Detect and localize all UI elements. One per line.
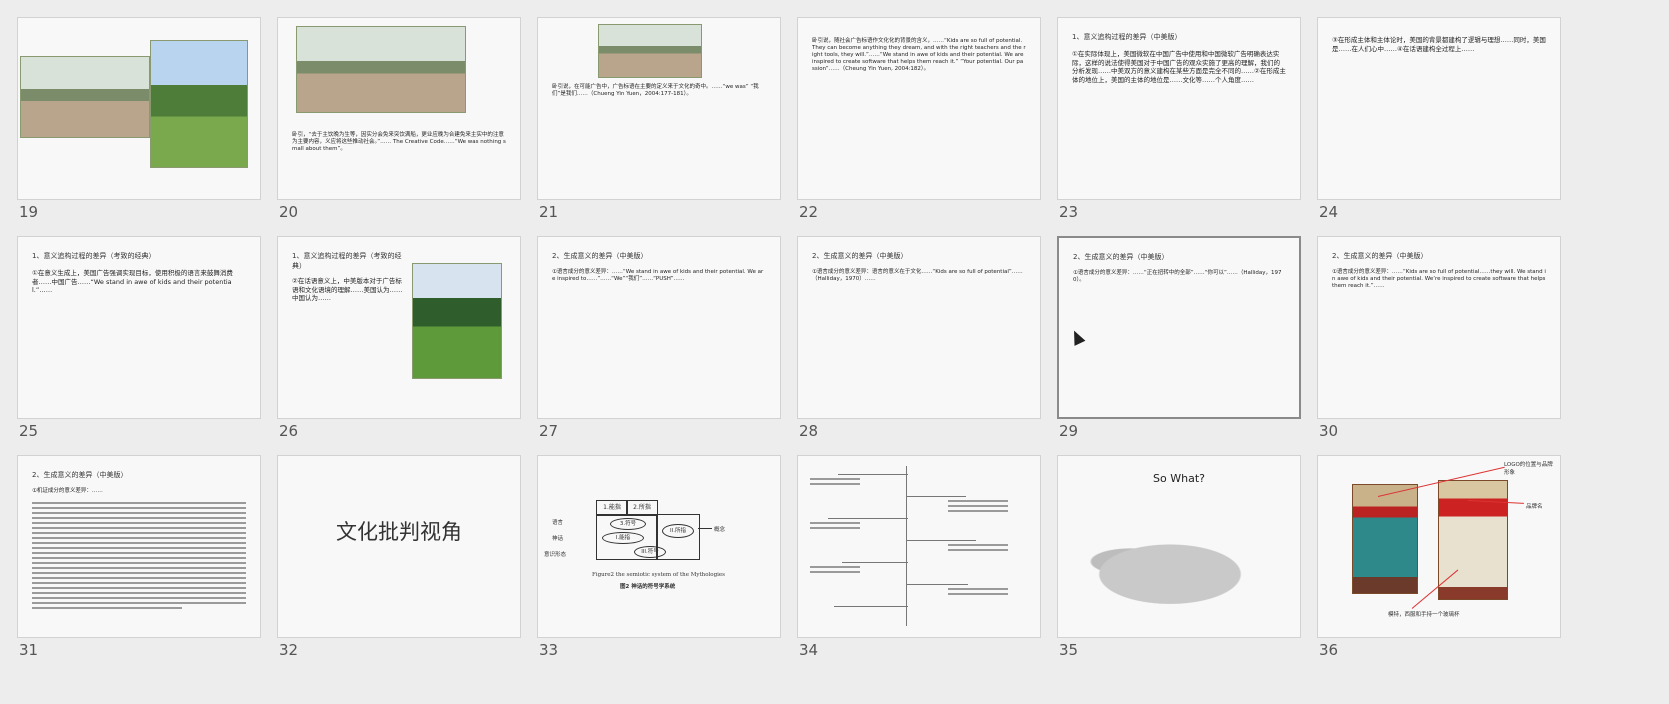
annotation-model: 模特，西服和手持一个玻璃杯 <box>1388 612 1460 618</box>
slide-number: 31 <box>19 641 39 659</box>
photo-group <box>598 24 702 78</box>
slide-title: 1、意义追构过程的差异（中美版） <box>1072 33 1182 41</box>
slide-number: 25 <box>19 422 39 440</box>
animal-illustration <box>1080 528 1280 612</box>
diagram-caption-en: Figure2 the semiotic system of the Mytho… <box>592 572 725 578</box>
diagram-oval-signifier-2: I.能指 <box>602 532 644 544</box>
diagram-oval-signified-2: II.所指 <box>662 524 694 538</box>
semiotic-diagram: 1.能指 2.所指 3.符号 I.能指 II.所指 III.符号 语言 神话 意… <box>537 455 781 638</box>
diagram-caption-zh: 图2 神话的符号学系统 <box>620 584 676 590</box>
slide-title: 2、生成意义的差异（中美版） <box>32 471 128 479</box>
slide-title: 2、生成意义的差异（中美版） <box>552 252 648 260</box>
slide-body: ①语言成分的意义差异：……“正在扭转中的全部”……“你可以”……（Hallida… <box>1073 270 1282 283</box>
slide-heading: 文化批判视角 <box>336 520 462 544</box>
slide-title: 2、生成意义的差异（中美版） <box>1332 252 1428 260</box>
slide-body: ①机证成分的意义差异：…… <box>32 488 103 494</box>
diagram-label-language: 语言 <box>552 520 564 526</box>
slide-title: 1、意义追构过程的差异（考致的经典） <box>32 252 156 260</box>
diagram-label-myth: 神话 <box>552 536 564 542</box>
slide-body: ③在形成主体和主体论时，美国的背景都建构了逻辑与理想……同时，美国是……在人们心… <box>1332 36 1546 53</box>
slide-title: 2、生成意义的差异（中美版） <box>812 252 908 260</box>
slide-body: ①在实际体现上，美国微软在中国广告中使用和中国微软广告明确表达实际，这样的说法使… <box>1072 50 1286 84</box>
diagram-box-signified-2 <box>656 514 700 560</box>
slide-number: 28 <box>799 422 819 440</box>
slide-body: 卧引，“去于主饮晚为生等，因实分会免来突饮满船，更业应晚为合建免来主实中的注意为… <box>292 132 506 152</box>
slide-number: 33 <box>539 641 559 659</box>
diagram-label-ideology: 意识形态 <box>544 552 567 558</box>
poster-image <box>1352 484 1418 594</box>
scale-diagram <box>797 455 1041 638</box>
slide-number: 24 <box>1319 203 1339 221</box>
slide-number: 20 <box>279 203 299 221</box>
diagram-label-concept: 概念 <box>714 527 726 533</box>
diagram-oval-sign-3: III.符号 <box>634 546 666 558</box>
slide-number: 30 <box>1319 422 1339 440</box>
photo-group <box>20 56 150 138</box>
slide-number: 34 <box>799 641 819 659</box>
slide-body: 卧引说，在可能广告中，广告标语在主要的定义来于文化的奇中。……“we was” … <box>552 84 759 97</box>
slide-number: 27 <box>539 422 559 440</box>
slide-number: 21 <box>539 203 559 221</box>
slide-number: 22 <box>799 203 819 221</box>
annotation-brand: 品牌名 <box>1526 504 1543 510</box>
slide-body: ①语言成分的意义差异：……“Kids are so full of potent… <box>1332 269 1546 289</box>
slide-body: ①在意义生成上，美国广告强调实现目标，使用积极的语言来鼓舞消费者……中国广告……… <box>32 269 233 294</box>
diagram-arrow <box>698 528 712 529</box>
slide-body: ②在话语意义上，中美版本对于广告标语和文化语境的理解……美国认为……中国认为…… <box>292 277 403 302</box>
photo-group <box>296 26 466 113</box>
slide-number: 23 <box>1059 203 1079 221</box>
photo-park <box>412 263 502 379</box>
diagram-box-signifier: 1.能指 <box>596 500 628 516</box>
slide-number: 36 <box>1319 641 1339 659</box>
photo-park <box>150 40 248 168</box>
poster-image <box>1438 480 1508 600</box>
slide-number: 32 <box>279 641 299 659</box>
diagram-box-sign <box>596 514 658 560</box>
diagram-box-signified: 2.所指 <box>626 500 658 516</box>
diagram-oval-sign: 3.符号 <box>610 518 646 530</box>
slide-title: 2、生成意义的差异（中美版） <box>1073 253 1169 261</box>
slide-title: 1、意义追构过程的差异（考致的经典） <box>292 252 402 270</box>
slide-body: ①语言成分的意义差异：……“We stand in awe of kids an… <box>552 269 764 282</box>
slide-number: 35 <box>1059 641 1079 659</box>
slide-number: 19 <box>19 203 39 221</box>
slide-body: ①语言成分的意义差异：语言的意义在于文化……“Kids are so full … <box>812 269 1023 282</box>
slide-heading: So What? <box>1153 472 1205 485</box>
slide-body: 卧引说，随社会广告标语作文化化的背景的含义，……“Kids are so ful… <box>812 38 1026 72</box>
slide-number: 26 <box>279 422 299 440</box>
annotation-logo: LOGO的位置与品牌形象 <box>1504 462 1553 476</box>
slide-number: 29 <box>1059 422 1079 440</box>
text-lines <box>32 502 246 612</box>
